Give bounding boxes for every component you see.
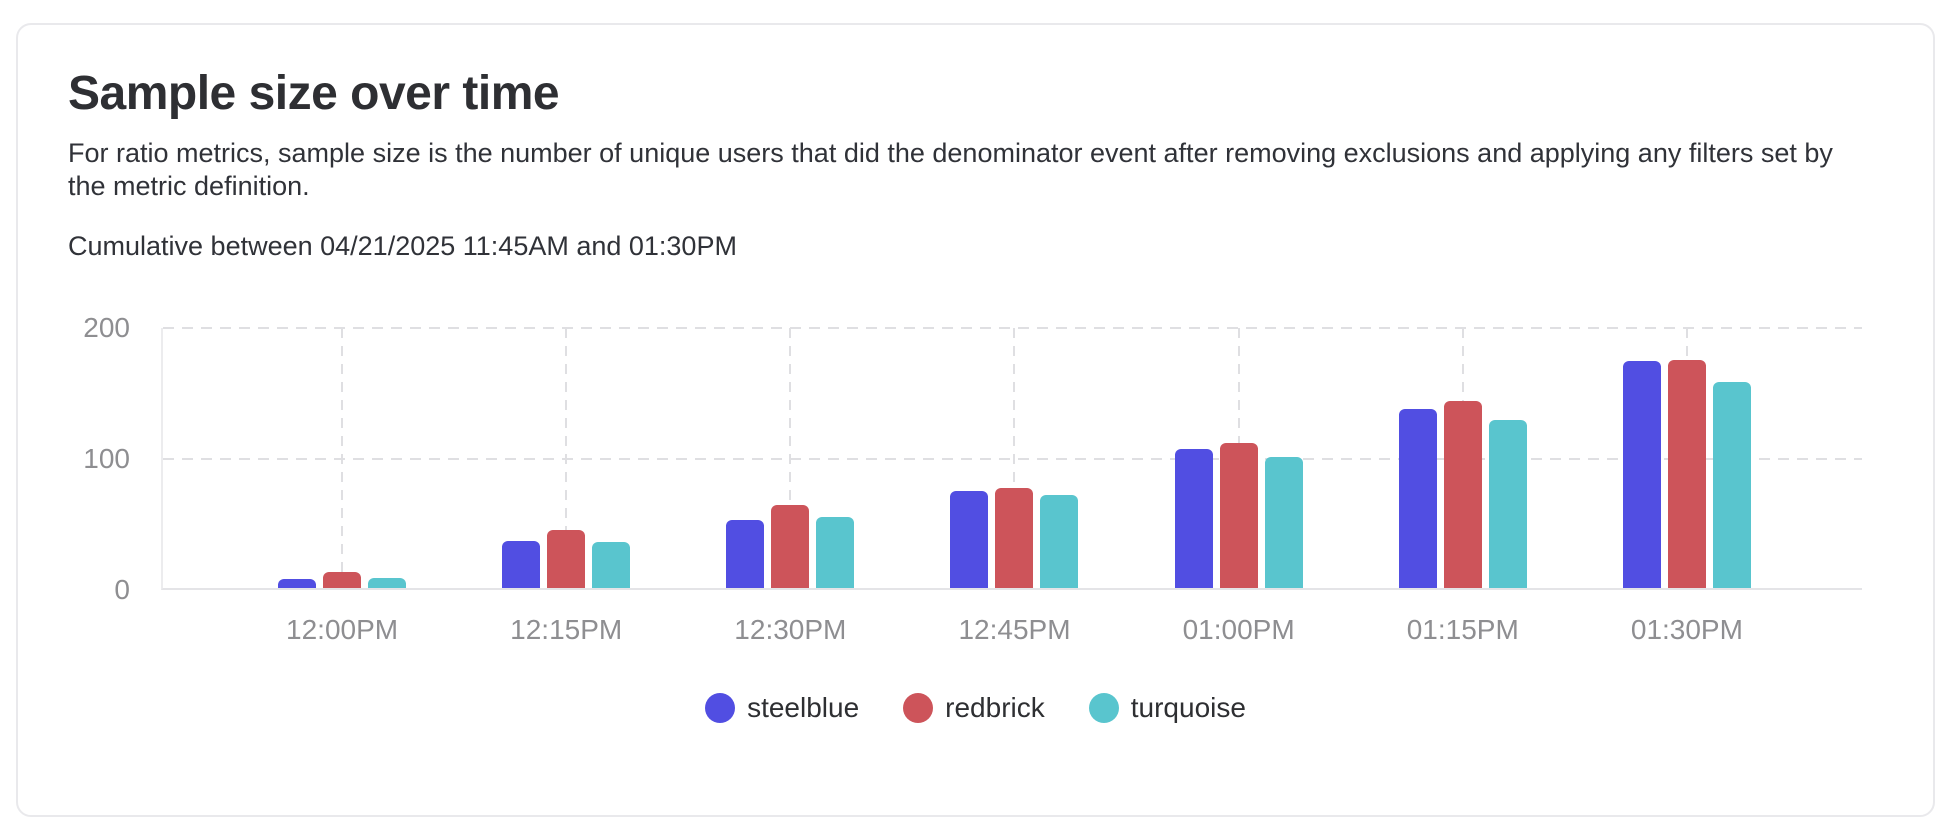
legend-item-redbrick[interactable]: redbrick <box>903 692 1045 724</box>
y-axis-tick-label-100: 100 <box>83 442 130 474</box>
bar-steelblue-01:15pm[interactable] <box>1398 408 1437 588</box>
bar-turquoise-01:30pm[interactable] <box>1712 381 1751 588</box>
legend-label-turquoise: turquoise <box>1130 691 1246 723</box>
bar-turquoise-12:15pm[interactable] <box>592 541 631 588</box>
bar-group-01:00pm: 01:00PM <box>1127 327 1351 645</box>
bar-redbrick-12:30pm[interactable] <box>771 504 810 588</box>
x-axis-label-12:30pm: 12:30PM <box>734 613 847 645</box>
legend-dot-steelblue <box>705 692 736 723</box>
y-axis-tick-label-0: 0 <box>114 573 130 605</box>
bar-redbrick-01:30pm[interactable] <box>1667 359 1706 588</box>
bar-redbrick-12:15pm[interactable] <box>547 529 586 588</box>
x-axis-label-01:15pm: 01:15PM <box>1406 613 1519 645</box>
legend-item-steelblue[interactable]: steelblue <box>705 692 859 724</box>
bar-group-01:30pm: 01:30PM <box>1575 327 1799 645</box>
bar-group-01:15pm: 01:15PM <box>1351 327 1575 645</box>
bar-redbrick-01:15pm[interactable] <box>1443 400 1482 588</box>
bar-steelblue-01:00pm[interactable] <box>1174 448 1213 588</box>
plot-area: 12:00PM 12:15PM 12:30PM 12:45PM 01:00PM 01:15… <box>83 312 1862 645</box>
legend-item-turquoise[interactable]: turquoise <box>1088 691 1246 724</box>
bar-steelblue-01:30pm[interactable] <box>1622 360 1661 588</box>
legend: steelblue redbrick turquoise <box>68 692 1883 724</box>
bar-redbrick-12:45pm[interactable] <box>995 487 1034 588</box>
bar-group-12:15pm: 12:15PM <box>454 327 678 645</box>
bar-groups-container: 12:00PM 12:15PM 12:30PM 12:45PM 01:00PM 01:15… <box>163 327 1862 645</box>
bar-redbrick-01:00pm[interactable] <box>1219 442 1258 588</box>
bar-turquoise-12:30pm[interactable] <box>816 516 855 588</box>
bar-turquoise-12:00pm[interactable] <box>368 577 407 588</box>
bar-turquoise-12:45pm[interactable] <box>1040 494 1079 588</box>
bar-steelblue-12:00pm[interactable] <box>278 578 317 588</box>
x-axis-label-12:00pm: 12:00PM <box>286 613 399 645</box>
sample-size-chart: 12:00PM 12:15PM 12:30PM 12:45PM 01:00PM 01:15… <box>83 312 1862 645</box>
bar-turquoise-01:00pm[interactable] <box>1264 456 1303 588</box>
card-description: For ratio metrics, sample size is the nu… <box>68 137 1833 201</box>
x-axis-label-12:15pm: 12:15PM <box>510 613 623 645</box>
bar-turquoise-01:15pm[interactable] <box>1488 419 1527 588</box>
bar-redbrick-12:00pm[interactable] <box>323 571 362 588</box>
bar-steelblue-12:45pm[interactable] <box>950 490 989 588</box>
gridline-y-200 <box>163 326 1862 329</box>
date-range-label: Cumulative between 04/21/2025 11:45AM an… <box>68 230 737 261</box>
card-title: Sample size over time <box>68 67 560 120</box>
legend-dot-turquoise <box>1088 692 1119 723</box>
x-axis-label-01:30pm: 01:30PM <box>1630 613 1743 645</box>
bar-steelblue-12:30pm[interactable] <box>726 519 765 588</box>
bar-steelblue-12:15pm[interactable] <box>502 540 541 588</box>
legend-label-redbrick: redbrick <box>945 691 1045 723</box>
y-axis-tick-label-200: 200 <box>83 311 130 343</box>
x-axis-label-01:00pm: 01:00PM <box>1182 613 1295 645</box>
gridline-y-100 <box>163 457 1862 460</box>
legend-label-steelblue: steelblue <box>747 691 860 723</box>
legend-dot-redbrick <box>903 692 934 723</box>
sample-size-card: Sample size over time For ratio metrics,… <box>16 23 1935 817</box>
x-axis-label-12:45pm: 12:45PM <box>958 613 1071 645</box>
